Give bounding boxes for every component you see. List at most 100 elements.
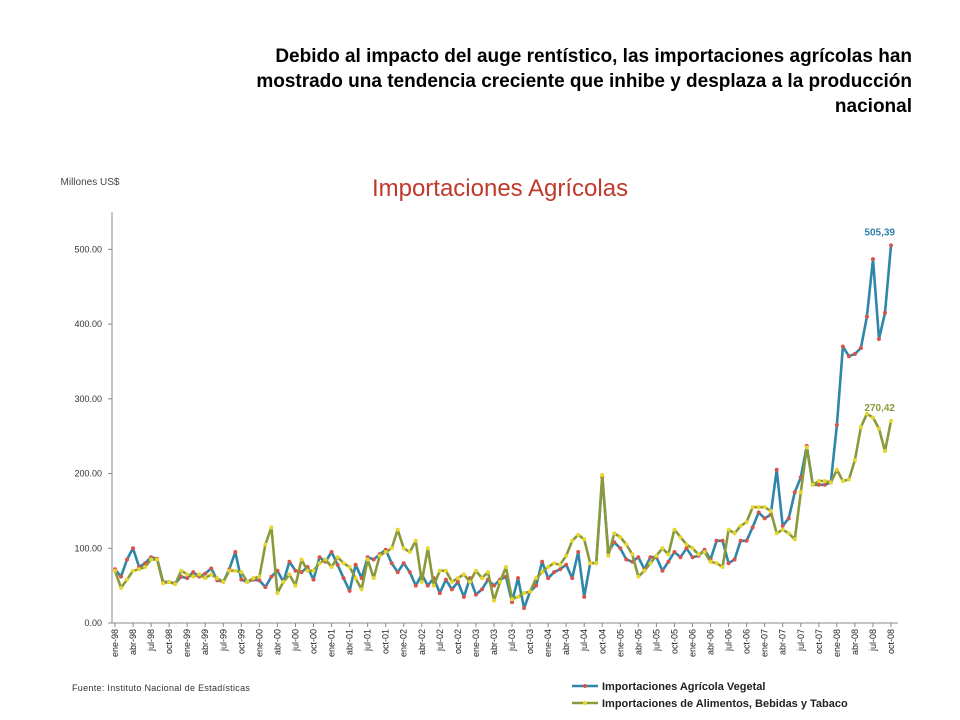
point [401, 561, 406, 566]
point [425, 583, 430, 588]
point [233, 568, 238, 573]
x-tick-label: ene-98 [110, 629, 120, 657]
point [660, 568, 665, 573]
point [299, 557, 304, 562]
point [305, 568, 310, 573]
point [648, 561, 653, 566]
legend-marker [583, 701, 587, 705]
point [347, 588, 352, 593]
point [552, 570, 557, 575]
point [792, 490, 797, 495]
point [876, 337, 881, 342]
source-note: Fuente: Instituto Nacional de Estadístic… [72, 683, 251, 693]
point [864, 411, 869, 416]
point [401, 546, 406, 551]
point [449, 579, 454, 584]
x-tick-label: oct-99 [236, 629, 246, 654]
point [540, 570, 545, 575]
point [630, 552, 635, 557]
point [642, 568, 647, 573]
point [425, 546, 430, 551]
point [786, 516, 791, 521]
point [834, 467, 839, 472]
point [618, 546, 623, 551]
point [822, 482, 827, 487]
x-tick-label: abr-03 [489, 629, 499, 655]
point [696, 552, 701, 557]
point [672, 527, 677, 532]
point [293, 583, 298, 588]
point [678, 555, 683, 560]
point [570, 538, 575, 543]
point [558, 567, 563, 572]
y-tick-label: 100.00 [74, 543, 102, 553]
point [119, 585, 124, 590]
point [269, 525, 274, 530]
point [413, 583, 418, 588]
point [185, 576, 190, 581]
data-label: 270,42 [864, 403, 895, 414]
point [155, 557, 160, 562]
point [221, 579, 226, 584]
point [161, 581, 166, 586]
point [497, 579, 502, 584]
point [113, 568, 117, 573]
point [786, 531, 791, 536]
point [588, 561, 593, 566]
point [335, 555, 340, 560]
point [690, 555, 695, 560]
point [666, 559, 671, 564]
point [774, 531, 779, 536]
point [233, 550, 238, 555]
point [528, 589, 533, 594]
x-tick-label: abr-98 [128, 629, 138, 655]
legend-label: Importaciones de Alimentos, Bebidas y Ta… [602, 698, 848, 710]
point [858, 425, 863, 430]
point [239, 577, 244, 582]
point [287, 559, 292, 564]
y-tick-label: 300.00 [74, 394, 102, 404]
point [443, 577, 448, 582]
point [822, 479, 827, 484]
point [732, 531, 737, 536]
point [317, 561, 322, 566]
point [648, 555, 653, 560]
point [744, 538, 749, 543]
x-tick-label: jul-06 [724, 629, 734, 652]
point [293, 568, 298, 573]
x-tick-label: jul-98 [146, 629, 156, 652]
point [431, 583, 436, 588]
point [119, 574, 124, 579]
point [768, 508, 773, 513]
point [702, 550, 707, 555]
x-tick-label: oct-05 [669, 629, 679, 654]
point [570, 576, 575, 581]
point [131, 568, 136, 573]
point [479, 576, 484, 581]
point [600, 473, 605, 478]
point [834, 422, 839, 427]
point [437, 591, 442, 596]
x-tick-label: abr-00 [272, 629, 282, 655]
point [762, 505, 767, 510]
point [612, 531, 617, 536]
headline: Debido al impacto del auge rentístico, l… [256, 46, 912, 117]
point [666, 552, 671, 557]
x-tick-label: ene-04 [543, 629, 553, 657]
point [455, 576, 460, 581]
point [624, 557, 629, 562]
point [582, 537, 587, 542]
point [846, 354, 851, 359]
point [473, 592, 478, 597]
point [263, 585, 268, 590]
point [792, 537, 797, 542]
point [191, 570, 196, 575]
x-tick-label: abr-06 [706, 629, 716, 655]
point [636, 555, 641, 560]
point [504, 564, 509, 569]
x-tick-label: jul-07 [796, 629, 806, 652]
point [654, 553, 659, 558]
point [738, 538, 743, 543]
